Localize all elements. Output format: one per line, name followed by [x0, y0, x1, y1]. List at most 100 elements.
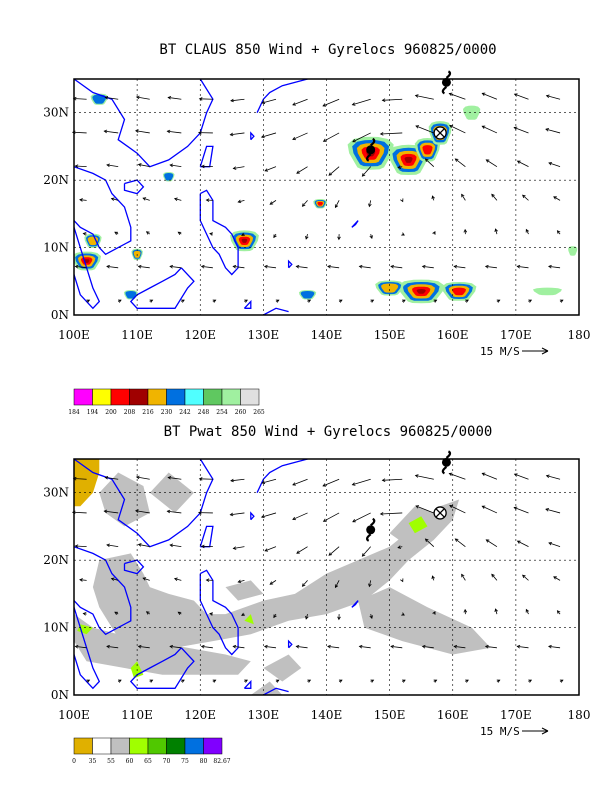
wind-vector-head: [209, 232, 213, 236]
pwat-fill-layer: [74, 459, 491, 695]
wind-vector: [455, 538, 466, 547]
wind-vector-head: [414, 474, 419, 478]
wind-vector-head: [229, 132, 234, 137]
colorbar-swatch: [92, 388, 112, 406]
wind-vector-head: [137, 163, 142, 167]
wind-vector: [230, 478, 245, 482]
wind-vector-head: [232, 644, 237, 649]
wind-vector-head: [368, 583, 372, 588]
axis-labels: 30N 20N 10N 0N 100E 110E 120E 130E 140E 150E 160E 1…: [43, 486, 590, 722]
coastline: [351, 600, 359, 608]
colorbar-tick-label: 194: [87, 409, 99, 416]
wind-vector: [335, 580, 340, 588]
wind-vector-head: [379, 132, 384, 136]
wind-vector: [136, 96, 150, 100]
wind-vector: [138, 646, 150, 649]
wind-vector-head: [400, 198, 404, 203]
wind-vector-head: [352, 139, 356, 143]
wind-vector-head: [465, 299, 469, 303]
wind-vector: [482, 505, 498, 514]
coastline: [74, 166, 132, 256]
wind-vector-head: [198, 477, 203, 481]
vector-reference: 15 M/S: [480, 725, 549, 738]
wind-vector: [73, 98, 87, 100]
wind-vector: [327, 646, 340, 649]
wind-vector: [391, 266, 403, 269]
wind-vector-head: [106, 644, 110, 649]
wind-vector: [514, 93, 529, 100]
wind-vector: [553, 576, 561, 581]
wind-vector: [170, 266, 182, 269]
wind-vector: [548, 646, 561, 649]
lon-tick-label: 150E: [374, 708, 406, 722]
coastline: [129, 267, 195, 309]
wind-vector: [352, 478, 371, 486]
cloud-cell: [381, 283, 399, 293]
wind-vector-head: [167, 96, 172, 100]
cloud-cell: [92, 94, 107, 104]
wind-vector-head: [369, 615, 373, 620]
wind-vector: [382, 478, 403, 481]
wind-vector: [238, 579, 245, 583]
wind-vector: [495, 608, 498, 615]
wind-vector-head: [553, 196, 557, 200]
grid-layer: [74, 79, 579, 315]
wind-vector-head: [244, 299, 248, 303]
wind-vector: [454, 266, 466, 269]
wind-vector-head: [169, 644, 174, 649]
wind-vector-head: [79, 198, 83, 202]
coastline: [351, 220, 359, 228]
cyclone-icon-arm: [441, 85, 448, 95]
wind-vector: [138, 164, 150, 168]
cloud-cell: [241, 238, 248, 243]
wind-vector-head: [230, 478, 234, 483]
coastline: [256, 79, 308, 113]
lat-tick-label: 0N: [51, 308, 69, 322]
coastline-layer: [74, 459, 359, 695]
wind-vector-head: [516, 644, 521, 649]
wind-vector-head: [169, 543, 174, 548]
wind-vector-head: [74, 264, 79, 269]
lon-tick-label: 110E: [121, 708, 153, 722]
wind-vector: [305, 613, 308, 620]
lon-tick-label: 180: [568, 708, 591, 722]
wind-vector: [143, 197, 150, 201]
wind-vector: [352, 98, 371, 106]
wind-vector: [305, 233, 308, 240]
wind-vector-head: [322, 518, 327, 522]
colorbar-tick-label: 60: [126, 758, 134, 765]
wind-vector: [230, 132, 245, 136]
colorbar-swatch: [166, 737, 186, 755]
wind-vector-head: [295, 264, 300, 269]
wind-vector-head: [525, 608, 529, 613]
wind-vector-head: [453, 264, 458, 269]
colorbar-swatch: [184, 388, 204, 406]
wind-vector-head: [433, 679, 438, 683]
pwat-region-moist: [244, 614, 254, 625]
wind-vector: [322, 98, 340, 107]
wind-vector-head: [264, 548, 269, 552]
grid-layer: [74, 459, 579, 695]
wind-vector: [292, 132, 308, 140]
wind-vector-head: [513, 126, 518, 131]
wind-vector: [415, 475, 434, 480]
cloud-cell: [416, 289, 426, 294]
wind-vector-head: [556, 610, 561, 614]
coastline: [250, 511, 255, 521]
wind-vector-head: [397, 545, 402, 549]
wind-vector-head: [548, 644, 552, 649]
coastline: [287, 639, 293, 649]
wind-vector: [548, 162, 561, 168]
vector-ref-label: 15 M/S: [480, 725, 520, 738]
wind-vector-head: [137, 644, 142, 649]
wind-vector: [230, 512, 245, 516]
wind-vector-head: [358, 264, 363, 269]
wind-vector-head: [137, 543, 142, 547]
wind-vector-head: [545, 128, 549, 132]
wind-vector-head: [106, 264, 110, 269]
wind-vector: [269, 200, 277, 205]
colorbar-tick-label: 184: [68, 409, 80, 416]
wind-vector: [79, 199, 87, 201]
cyclone-icon-arm: [370, 137, 376, 147]
wind-vector-head: [322, 483, 327, 487]
